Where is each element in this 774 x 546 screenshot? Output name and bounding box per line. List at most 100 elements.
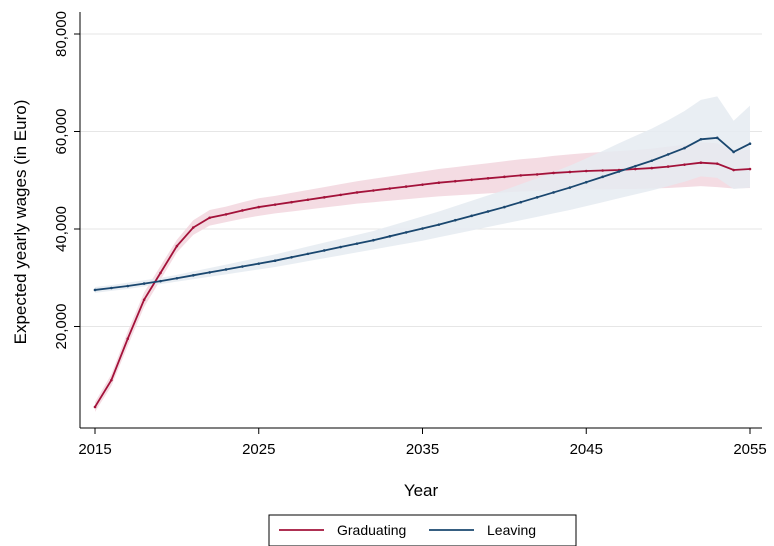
point-graduating xyxy=(437,181,441,184)
point-graduating xyxy=(404,185,408,188)
legend-label-leaving: Leaving xyxy=(487,522,536,538)
point-leaving xyxy=(437,223,441,226)
point-graduating xyxy=(470,178,473,182)
point-graduating xyxy=(535,173,539,176)
point-graduating xyxy=(290,200,293,204)
point-leaving xyxy=(355,242,359,245)
point-leaving xyxy=(339,245,342,249)
point-leaving xyxy=(453,218,457,222)
point-leaving xyxy=(273,259,277,262)
point-graduating xyxy=(453,179,457,183)
point-graduating xyxy=(241,209,244,212)
point-leaving xyxy=(683,146,686,150)
point-leaving xyxy=(142,282,146,285)
x-axis-title: Year xyxy=(404,481,439,500)
point-leaving xyxy=(552,191,555,194)
point-leaving xyxy=(503,205,506,209)
y-tick-label: 80,000 xyxy=(53,11,70,57)
confidence-bands xyxy=(95,96,750,412)
point-leaving xyxy=(732,150,735,154)
point-graduating xyxy=(421,183,424,186)
point-graduating xyxy=(306,198,310,202)
y-axis-ticks: 20,000 40,000 60,000 80,000 xyxy=(53,11,80,349)
point-leaving xyxy=(519,200,523,204)
y-tick-label: 40,000 xyxy=(53,206,70,252)
point-leaving xyxy=(110,286,113,290)
legend: Graduating Leaving xyxy=(268,514,577,546)
x-tick-label: 2055 xyxy=(733,441,766,458)
point-graduating xyxy=(339,193,342,197)
point-graduating xyxy=(732,168,735,172)
point-leaving xyxy=(421,227,424,230)
point-leaving xyxy=(372,238,375,242)
point-graduating xyxy=(748,167,752,171)
point-leaving xyxy=(93,288,97,292)
y-axis-title: Expected yearly wages (in Euro) xyxy=(11,100,30,345)
point-leaving xyxy=(650,159,654,163)
point-leaving xyxy=(175,276,179,280)
point-graduating xyxy=(650,166,654,170)
band-leaving xyxy=(95,96,750,293)
point-graduating xyxy=(93,405,97,409)
point-graduating xyxy=(208,216,211,220)
point-graduating xyxy=(552,171,555,175)
point-leaving xyxy=(208,271,211,274)
point-leaving xyxy=(290,255,293,259)
point-leaving xyxy=(584,180,588,184)
band-graduating xyxy=(95,142,750,412)
point-leaving xyxy=(224,268,228,271)
point-graduating xyxy=(683,163,686,166)
point-leaving xyxy=(126,284,130,288)
point-leaving xyxy=(699,138,703,141)
y-tick-label: 20,000 xyxy=(53,304,70,350)
x-tick-label: 2025 xyxy=(242,441,275,458)
point-leaving xyxy=(617,170,621,173)
point-graduating xyxy=(355,191,359,194)
point-graduating xyxy=(519,174,523,177)
y-tick-label: 60,000 xyxy=(53,109,70,155)
point-graduating xyxy=(159,271,162,275)
point-graduating xyxy=(224,213,228,216)
x-tick-label: 2015 xyxy=(78,441,111,458)
point-leaving xyxy=(388,235,392,238)
point-leaving xyxy=(241,265,244,268)
x-axis-ticks: 2015 2025 2035 2045 2055 xyxy=(78,428,767,458)
point-leaving xyxy=(634,164,637,168)
point-leaving xyxy=(191,274,195,277)
point-graduating xyxy=(372,189,375,192)
legend-label-graduating: Graduating xyxy=(337,522,406,538)
point-graduating xyxy=(584,169,588,173)
point-graduating xyxy=(715,162,719,165)
point-graduating xyxy=(175,244,179,248)
point-leaving xyxy=(159,279,162,283)
point-graduating xyxy=(388,187,392,190)
series-markers xyxy=(93,136,752,409)
point-graduating xyxy=(110,378,113,382)
point-leaving xyxy=(601,175,604,179)
point-leaving xyxy=(322,249,326,252)
x-tick-label: 2045 xyxy=(570,441,603,458)
point-leaving xyxy=(404,231,408,234)
x-tick-label: 2035 xyxy=(406,441,439,458)
point-leaving xyxy=(535,196,539,199)
point-leaving xyxy=(470,214,473,218)
point-leaving xyxy=(306,252,310,256)
point-graduating xyxy=(486,177,490,180)
line-graduating xyxy=(94,161,751,408)
point-graduating xyxy=(273,203,277,206)
point-graduating xyxy=(126,337,130,340)
point-graduating xyxy=(568,170,572,174)
point-leaving xyxy=(257,262,261,265)
point-graduating xyxy=(503,175,506,179)
point-leaving xyxy=(748,142,752,145)
point-leaving xyxy=(715,136,719,140)
point-graduating xyxy=(699,161,703,164)
point-graduating xyxy=(601,169,604,172)
point-leaving xyxy=(568,186,572,189)
point-graduating xyxy=(322,196,326,199)
point-graduating xyxy=(142,298,146,301)
point-graduating xyxy=(634,167,637,171)
point-graduating xyxy=(257,205,261,209)
point-graduating xyxy=(191,226,195,229)
